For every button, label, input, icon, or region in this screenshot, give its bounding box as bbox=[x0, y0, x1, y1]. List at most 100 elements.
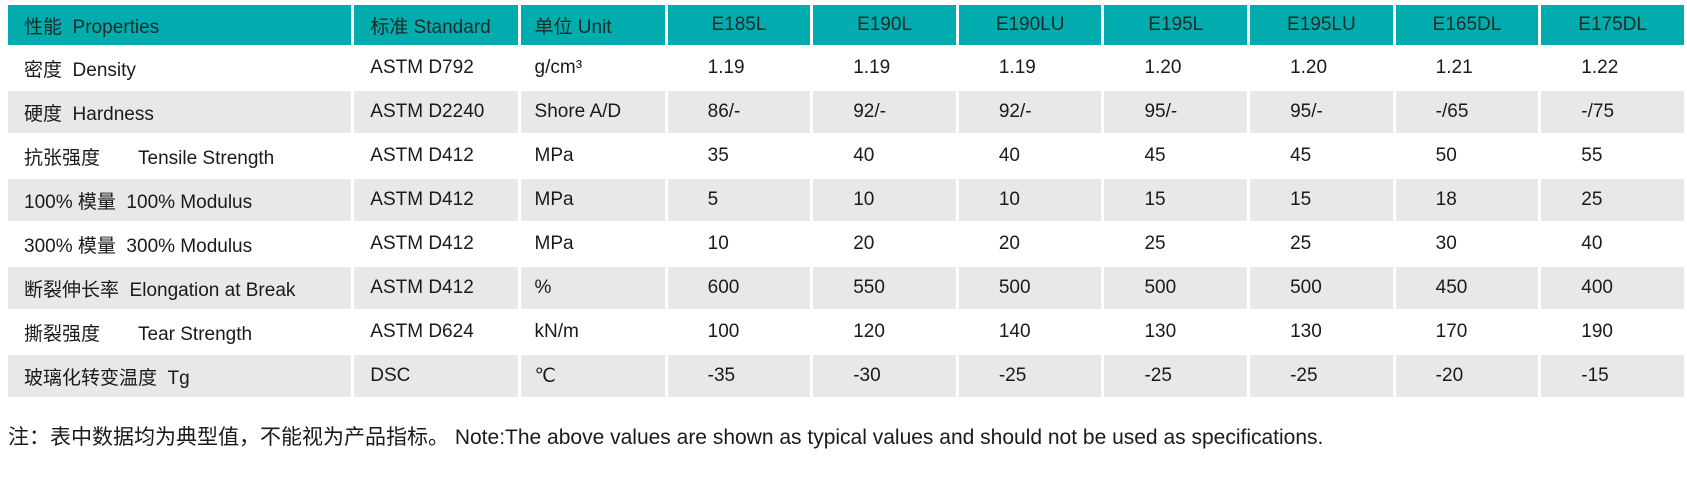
table-row-tear-strength: 撕裂强度 Tear Strength ASTM D624 kN/m 100 12… bbox=[8, 311, 1684, 353]
header-row: 性能 Properties 标准 Standard 单位 Unit E185L … bbox=[8, 5, 1684, 45]
value-cell: -/75 bbox=[1541, 91, 1684, 133]
property-cell: 玻璃化转变温度 Tg bbox=[8, 355, 352, 397]
value-cell: 20 bbox=[813, 223, 956, 265]
standard-cell: ASTM D792 bbox=[354, 47, 518, 89]
value-cell: 10 bbox=[958, 179, 1102, 221]
value-cell: 95/- bbox=[1104, 91, 1248, 133]
value-cell: 25 bbox=[1541, 179, 1684, 221]
table-row-tg: 玻璃化转变温度 Tg DSC ℃ -35 -30 -25 -25 -25 -20… bbox=[8, 355, 1684, 397]
column-header-e175dl: E175DL bbox=[1541, 5, 1684, 45]
column-header-unit: 单位 Unit bbox=[520, 5, 665, 45]
property-cell: 抗张强度 Tensile Strength bbox=[8, 135, 352, 177]
unit-cell: MPa bbox=[520, 135, 665, 177]
value-cell: -25 bbox=[1104, 355, 1248, 397]
table-row-300-modulus: 300% 模量 300% Modulus ASTM D412 MPa 10 20… bbox=[8, 223, 1684, 265]
value-cell: 40 bbox=[1541, 223, 1684, 265]
value-cell: 10 bbox=[813, 179, 956, 221]
column-header-e185l: E185L bbox=[667, 5, 811, 45]
value-cell: 600 bbox=[667, 267, 811, 309]
value-cell: -15 bbox=[1541, 355, 1684, 397]
value-cell: 86/- bbox=[667, 91, 811, 133]
value-cell: -20 bbox=[1395, 355, 1539, 397]
column-header-e195l: E195L bbox=[1104, 5, 1248, 45]
value-cell: 130 bbox=[1250, 311, 1393, 353]
table-row-tensile-strength: 抗张强度 Tensile Strength ASTM D412 MPa 35 4… bbox=[8, 135, 1684, 177]
column-header-e165dl: E165DL bbox=[1395, 5, 1539, 45]
value-cell: 40 bbox=[958, 135, 1102, 177]
table-row-hardness: 硬度 Hardness ASTM D2240 Shore A/D 86/- 92… bbox=[8, 91, 1684, 133]
value-cell: -35 bbox=[667, 355, 811, 397]
value-cell: 1.22 bbox=[1541, 47, 1684, 89]
table-row-elongation: 断裂伸长率 Elongation at Break ASTM D412 % 60… bbox=[8, 267, 1684, 309]
column-header-standard: 标准 Standard bbox=[354, 5, 518, 45]
standard-cell: ASTM D412 bbox=[354, 179, 518, 221]
value-cell: 45 bbox=[1250, 135, 1393, 177]
value-cell: -25 bbox=[958, 355, 1102, 397]
value-cell: 50 bbox=[1395, 135, 1539, 177]
value-cell: 120 bbox=[813, 311, 956, 353]
property-cell: 300% 模量 300% Modulus bbox=[8, 223, 352, 265]
unit-cell: ℃ bbox=[520, 355, 665, 397]
value-cell: 55 bbox=[1541, 135, 1684, 177]
property-cell: 密度 Density bbox=[8, 47, 352, 89]
value-cell: 190 bbox=[1541, 311, 1684, 353]
value-cell: 25 bbox=[1104, 223, 1248, 265]
standard-cell: ASTM D412 bbox=[354, 135, 518, 177]
value-cell: 130 bbox=[1104, 311, 1248, 353]
value-cell: 92/- bbox=[813, 91, 956, 133]
value-cell: 45 bbox=[1104, 135, 1248, 177]
value-cell: 40 bbox=[813, 135, 956, 177]
unit-cell: kN/m bbox=[520, 311, 665, 353]
standard-cell: ASTM D412 bbox=[354, 267, 518, 309]
value-cell: -30 bbox=[813, 355, 956, 397]
value-cell: 95/- bbox=[1250, 91, 1393, 133]
value-cell: 1.20 bbox=[1104, 47, 1248, 89]
value-cell: 10 bbox=[667, 223, 811, 265]
standard-cell: DSC bbox=[354, 355, 518, 397]
value-cell: 140 bbox=[958, 311, 1102, 353]
value-cell: 450 bbox=[1395, 267, 1539, 309]
value-cell: 18 bbox=[1395, 179, 1539, 221]
value-cell: 1.19 bbox=[813, 47, 956, 89]
unit-cell: Shore A/D bbox=[520, 91, 665, 133]
column-header-properties: 性能 Properties bbox=[8, 5, 352, 45]
material-properties-table: 性能 Properties 标准 Standard 单位 Unit E185L … bbox=[5, 3, 1687, 399]
value-cell: 500 bbox=[1250, 267, 1393, 309]
value-cell: 1.19 bbox=[958, 47, 1102, 89]
unit-cell: MPa bbox=[520, 223, 665, 265]
column-header-e190l: E190L bbox=[813, 5, 956, 45]
standard-cell: ASTM D2240 bbox=[354, 91, 518, 133]
value-cell: 1.20 bbox=[1250, 47, 1393, 89]
value-cell: 15 bbox=[1104, 179, 1248, 221]
value-cell: 400 bbox=[1541, 267, 1684, 309]
column-header-e195lu: E195LU bbox=[1250, 5, 1393, 45]
value-cell: 1.19 bbox=[667, 47, 811, 89]
property-cell: 硬度 Hardness bbox=[8, 91, 352, 133]
property-cell: 撕裂强度 Tear Strength bbox=[8, 311, 352, 353]
table-row-density: 密度 Density ASTM D792 g/cm³ 1.19 1.19 1.1… bbox=[8, 47, 1684, 89]
value-cell: 30 bbox=[1395, 223, 1539, 265]
footnote: 注：表中数据均为典型值，不能视为产品指标。 Note:The above val… bbox=[8, 426, 1324, 449]
value-cell: 500 bbox=[1104, 267, 1248, 309]
unit-cell: g/cm³ bbox=[520, 47, 665, 89]
value-cell: 500 bbox=[958, 267, 1102, 309]
value-cell: 25 bbox=[1250, 223, 1393, 265]
standard-cell: ASTM D624 bbox=[354, 311, 518, 353]
unit-cell: % bbox=[520, 267, 665, 309]
standard-cell: ASTM D412 bbox=[354, 223, 518, 265]
property-cell: 断裂伸长率 Elongation at Break bbox=[8, 267, 352, 309]
value-cell: 15 bbox=[1250, 179, 1393, 221]
value-cell: 20 bbox=[958, 223, 1102, 265]
value-cell: 5 bbox=[667, 179, 811, 221]
value-cell: -/65 bbox=[1395, 91, 1539, 133]
column-header-e190lu: E190LU bbox=[958, 5, 1102, 45]
property-cell: 100% 模量 100% Modulus bbox=[8, 179, 352, 221]
unit-cell: MPa bbox=[520, 179, 665, 221]
value-cell: 35 bbox=[667, 135, 811, 177]
value-cell: 550 bbox=[813, 267, 956, 309]
table-row-100-modulus: 100% 模量 100% Modulus ASTM D412 MPa 5 10 … bbox=[8, 179, 1684, 221]
value-cell: 100 bbox=[667, 311, 811, 353]
value-cell: 170 bbox=[1395, 311, 1539, 353]
value-cell: -25 bbox=[1250, 355, 1393, 397]
value-cell: 92/- bbox=[958, 91, 1102, 133]
